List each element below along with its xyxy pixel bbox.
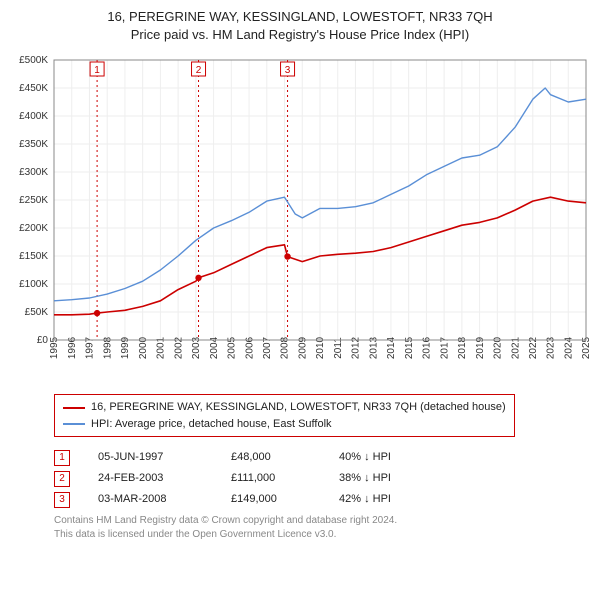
sale-delta: 40% ↓ HPI (339, 447, 391, 468)
marker-badge: 1 (54, 450, 70, 466)
line-chart: £0 £50K £100K £150K £200K £250K £300K £350K £400… (6, 48, 594, 388)
legend-item-hpi: HPI: Average price, detached house, East… (63, 416, 506, 433)
legend-swatch-property (63, 407, 85, 409)
table-row: 1 05-JUN-1997 £48,000 40% ↓ HPI (54, 447, 594, 468)
sale-price: £111,000 (231, 468, 311, 489)
svg-text:£300K: £300K (19, 167, 48, 178)
chart-container: 16, PEREGRINE WAY, KESSINGLAND, LOWESTOF… (0, 0, 600, 548)
sale-date: 05-JUN-1997 (98, 447, 203, 468)
marker-badge: 2 (54, 471, 70, 487)
sale-delta: 42% ↓ HPI (339, 489, 391, 510)
chart-title: 16, PEREGRINE WAY, KESSINGLAND, LOWESTOF… (6, 8, 594, 26)
footnote: Contains HM Land Registry data © Crown c… (54, 514, 594, 542)
table-row: 2 24-FEB-2003 £111,000 38% ↓ HPI (54, 468, 594, 489)
sale-price: £48,000 (231, 447, 311, 468)
sale-date: 03-MAR-2008 (98, 489, 203, 510)
svg-text:£250K: £250K (19, 195, 48, 206)
svg-text:3: 3 (285, 65, 291, 76)
legend-item-property: 16, PEREGRINE WAY, KESSINGLAND, LOWESTOF… (63, 399, 506, 416)
sale-price: £149,000 (231, 489, 311, 510)
titles: 16, PEREGRINE WAY, KESSINGLAND, LOWESTOF… (6, 8, 594, 44)
svg-text:£350K: £350K (19, 139, 48, 150)
svg-text:£400K: £400K (19, 111, 48, 122)
svg-text:£200K: £200K (19, 223, 48, 234)
svg-text:£100K: £100K (19, 279, 48, 290)
legend-swatch-hpi (63, 423, 85, 425)
chart-area: £0 £50K £100K £150K £200K £250K £300K £350K £400… (6, 48, 594, 388)
footnote-line: Contains HM Land Registry data © Crown c… (54, 514, 594, 528)
chart-subtitle: Price paid vs. HM Land Registry's House … (6, 26, 594, 44)
svg-text:£450K: £450K (19, 83, 48, 94)
svg-text:2: 2 (196, 65, 202, 76)
sale-date: 24-FEB-2003 (98, 468, 203, 489)
sale-delta: 38% ↓ HPI (339, 468, 391, 489)
svg-text:£500K: £500K (19, 55, 48, 66)
svg-text:1: 1 (94, 65, 100, 76)
legend-label: HPI: Average price, detached house, East… (91, 416, 332, 433)
legend: 16, PEREGRINE WAY, KESSINGLAND, LOWESTOF… (54, 394, 515, 437)
marker-badge: 3 (54, 492, 70, 508)
svg-text:£50K: £50K (25, 307, 49, 318)
sales-table: 1 05-JUN-1997 £48,000 40% ↓ HPI 2 24-FEB… (54, 447, 594, 510)
footnote-line: This data is licensed under the Open Gov… (54, 528, 594, 542)
svg-text:£0: £0 (37, 335, 49, 346)
table-row: 3 03-MAR-2008 £149,000 42% ↓ HPI (54, 489, 594, 510)
svg-text:£150K: £150K (19, 251, 48, 262)
legend-label: 16, PEREGRINE WAY, KESSINGLAND, LOWESTOF… (91, 399, 506, 416)
